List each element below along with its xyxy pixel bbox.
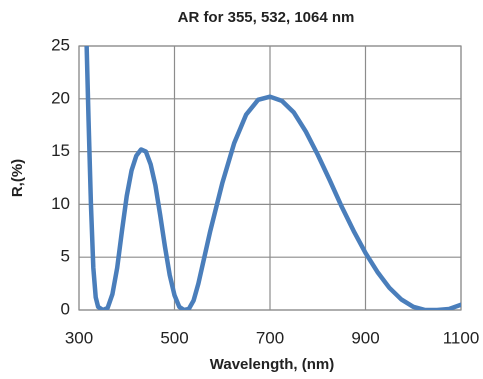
- data-line: [84, 46, 461, 310]
- x-axis-title: Wavelength, (nm): [210, 356, 334, 373]
- y-tick-label: 20: [51, 88, 70, 107]
- y-tick-label: 15: [51, 141, 70, 160]
- x-tick-label: 500: [160, 328, 188, 347]
- y-tick-label: 5: [61, 247, 70, 266]
- x-tick-label: 900: [351, 328, 379, 347]
- x-tick-label: 300: [65, 328, 93, 347]
- y-axis-title: R,(%): [9, 159, 26, 197]
- x-tick-label: 700: [256, 328, 284, 347]
- plot-border: [78, 45, 462, 311]
- x-tick-label: 1100: [443, 328, 480, 347]
- chart-title: AR for 355, 532, 1064 nm: [178, 9, 355, 26]
- y-tick-label: 10: [51, 194, 70, 213]
- y-tick-label: 0: [61, 299, 70, 318]
- y-tick-label: 25: [51, 35, 70, 54]
